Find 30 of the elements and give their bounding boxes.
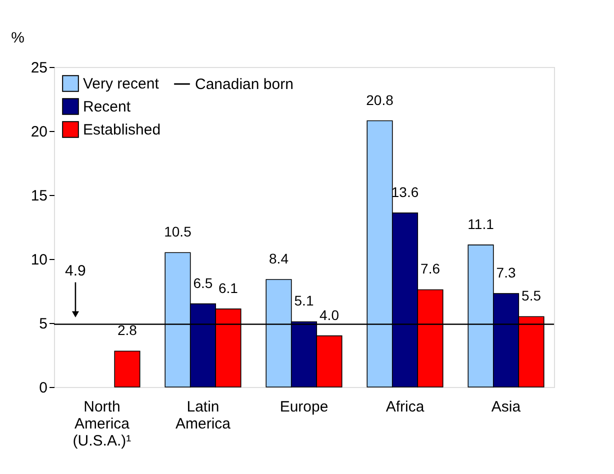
data-label: 6.5 xyxy=(193,274,213,291)
y-tick-label: 0 xyxy=(39,380,48,396)
x-tick-label: Europe xyxy=(280,398,328,416)
data-label: 11.1 xyxy=(468,216,494,232)
data-label: 7.3 xyxy=(496,264,516,281)
data-label: 5.1 xyxy=(294,292,314,309)
legend-label: Very recent xyxy=(83,76,160,92)
annotation: 4.9 xyxy=(65,262,86,280)
data-label: 2.8 xyxy=(118,322,138,338)
legend-label: Established xyxy=(83,122,161,138)
data-label: 5.5 xyxy=(522,288,542,304)
legend-label: Canadian born xyxy=(195,76,294,93)
data-label: 4.0 xyxy=(320,306,340,323)
x-tick-label: Asia xyxy=(491,398,522,416)
x-tick-label: North America (U.S.A.)¹ xyxy=(72,398,132,450)
y-tick-label: 10 xyxy=(30,252,48,268)
y-tick-label: 15 xyxy=(30,188,48,204)
data-label: 20.8 xyxy=(366,92,394,108)
y-tick-label: 20 xyxy=(30,124,48,140)
x-tick-label: Latin America xyxy=(175,398,232,432)
data-label: 6.1 xyxy=(218,280,238,296)
bar xyxy=(114,350,140,388)
x-tick-label: Africa xyxy=(386,398,425,416)
legend-label: Recent xyxy=(83,98,132,116)
y-tick-label: 25 xyxy=(30,60,48,76)
data-label: 10.5 xyxy=(164,224,192,240)
data-label: 8.4 xyxy=(269,250,289,266)
data-label: 7.6 xyxy=(420,260,440,277)
y-tick-label: 5 xyxy=(39,316,48,332)
y-axis-title: % xyxy=(11,30,24,46)
